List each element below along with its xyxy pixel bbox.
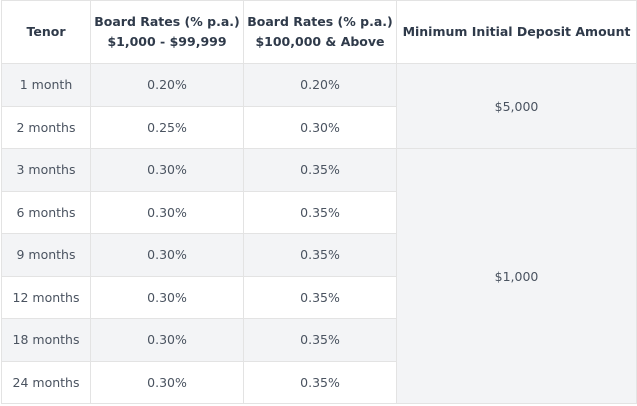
rate-low-cell: 0.30% [90,318,244,362]
rate-high-cell: 0.35% [243,233,397,277]
rate-low-cell: 0.30% [90,275,244,319]
table-row: 24 months 0.30% 0.35% [1,360,637,404]
rate-high-cell: 0.35% [243,275,397,319]
tenor-cell: 2 months [1,105,91,149]
table-row: 6 months 0.30% 0.35% [1,190,637,234]
tenor-cell: 9 months [1,233,91,277]
rate-low-cell: 0.30% [90,233,244,277]
header-rate-low-title: Board Rates (% p.a.) [94,14,240,29]
tenor-cell: 24 months [1,360,91,404]
rate-low-cell: 0.25% [90,105,244,149]
tenor-cell: 1 month [1,63,91,107]
table-row: 12 months 0.30% 0.35% [1,275,637,319]
table-row: 3 months 0.30% 0.35% $1,000 [1,148,637,404]
rate-high-cell: 0.35% [243,360,397,404]
rate-high-cell: 0.30% [243,105,397,149]
header-rate-high-range: $100,000 & Above [255,34,385,49]
min-deposit-cell: $1,000 [396,148,637,404]
rate-low-cell: 0.20% [90,63,244,107]
rate-high-cell: 0.35% [243,148,397,192]
header-rate-high-title: Board Rates (% p.a.) [247,14,393,29]
table-row: 1 month 0.20% 0.20% $5,000 [1,63,637,149]
header-rate-high: Board Rates (% p.a.) $100,000 & Above [243,0,397,64]
table-row: 2 months 0.25% 0.30% [1,105,637,149]
tenor-cell: 18 months [1,318,91,362]
rate-high-cell: 0.35% [243,318,397,362]
header-rate-low: Board Rates (% p.a.) $1,000 - $99,999 [90,0,244,64]
rate-low-cell: 0.30% [90,190,244,234]
rate-high-cell: 0.35% [243,190,397,234]
tenor-cell: 3 months [1,148,91,192]
tenor-cell: 12 months [1,275,91,319]
header-tenor: Tenor [1,0,91,64]
table-row: 9 months 0.30% 0.35% [1,233,637,277]
header-min-deposit: Minimum Initial Deposit Amount [396,0,637,64]
rate-low-cell: 0.30% [90,148,244,192]
rate-low-cell: 0.30% [90,360,244,404]
min-deposit-cell: $5,000 [396,63,637,149]
header-row: Tenor Board Rates (% p.a.) $1,000 - $99,… [1,0,637,64]
header-rate-low-range: $1,000 - $99,999 [107,34,227,49]
table-row: 18 months 0.30% 0.35% [1,318,637,362]
rate-high-cell: 0.20% [243,63,397,107]
tenor-cell: 6 months [1,190,91,234]
